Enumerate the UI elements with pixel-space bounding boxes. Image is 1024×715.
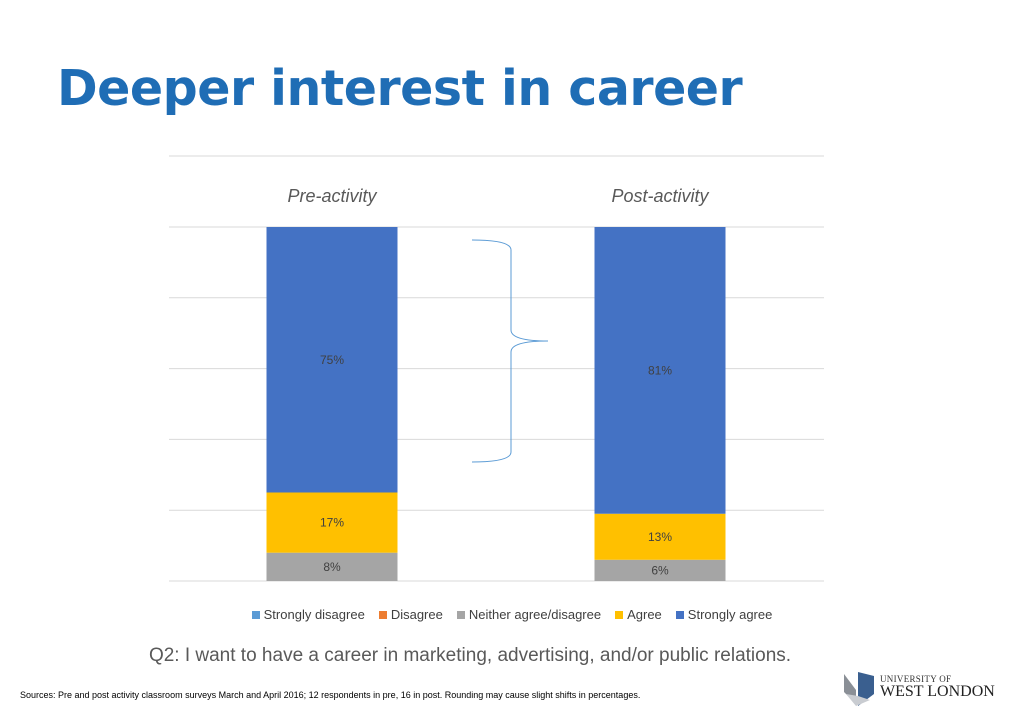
data-label: 75% bbox=[320, 353, 344, 367]
legend-label: Strongly agree bbox=[687, 607, 773, 622]
bar-segment bbox=[266, 552, 398, 581]
data-label: 6% bbox=[651, 563, 669, 577]
category-label: Post-activity bbox=[611, 186, 709, 206]
logo-text-top: UNIVERSITY OF bbox=[880, 674, 952, 684]
brace-annotation bbox=[471, 239, 549, 463]
legend-item: Strongly agree bbox=[675, 607, 773, 622]
bars bbox=[266, 227, 726, 581]
legend-item: Agree bbox=[615, 607, 662, 622]
stacked-bar-chart: Pre-activity Post-activity 8%17%75%6%13%8… bbox=[169, 155, 824, 582]
bar-segment bbox=[594, 513, 726, 560]
category-labels: Pre-activity Post-activity bbox=[287, 186, 709, 206]
shield-icon bbox=[844, 672, 874, 706]
sources-footnote: Sources: Pre and post activity classroom… bbox=[20, 690, 641, 700]
category-label: Pre-activity bbox=[287, 186, 377, 206]
legend-item: Disagree bbox=[378, 607, 443, 622]
legend-swatch bbox=[456, 610, 465, 619]
data-label: 8% bbox=[323, 560, 341, 574]
bar-segment bbox=[266, 492, 398, 553]
legend-swatch bbox=[675, 610, 684, 619]
data-labels: 8% 17% 75% 6% 13% 81% bbox=[320, 353, 672, 578]
legend-label: Agree bbox=[627, 607, 662, 622]
bar-segment bbox=[594, 227, 726, 514]
university-logo: UNIVERSITY OF WEST LONDON bbox=[842, 670, 1012, 710]
bar-segment bbox=[266, 227, 398, 493]
bar-segment bbox=[594, 559, 726, 581]
legend-item: Neither agree/disagree bbox=[456, 607, 602, 622]
legend-label: Disagree bbox=[390, 607, 443, 622]
legend-swatch bbox=[251, 610, 260, 619]
legend-label: Neither agree/disagree bbox=[468, 607, 602, 622]
data-label: 81% bbox=[648, 363, 672, 377]
data-label: 17% bbox=[320, 516, 344, 530]
page-title: Deeper interest in career bbox=[57, 60, 743, 117]
chart-legend: Strongly disagree Disagree Neither agree/d… bbox=[0, 607, 1024, 622]
data-label: 13% bbox=[648, 530, 672, 544]
legend-swatch bbox=[378, 610, 387, 619]
legend-item: Strongly disagree bbox=[251, 607, 365, 622]
legend-label: Strongly disagree bbox=[263, 607, 365, 622]
legend-swatch bbox=[615, 610, 624, 619]
question-caption: Q2: I want to have a career in marketing… bbox=[148, 645, 792, 666]
logo-text-main: WEST LONDON bbox=[880, 683, 995, 700]
